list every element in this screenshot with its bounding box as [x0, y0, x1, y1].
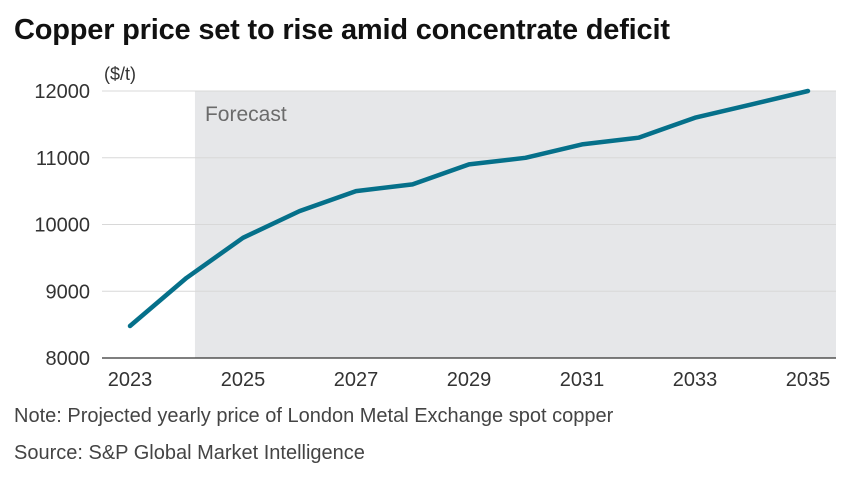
forecast-label: Forecast	[205, 103, 287, 126]
y-tick-label: 9000	[46, 281, 91, 303]
x-tick-label: 2035	[786, 369, 831, 391]
x-tick-label: 2033	[673, 369, 718, 391]
series-line	[127, 88, 811, 329]
y-axis-ticks: 8000 9000 10000 11000 12000	[34, 81, 90, 370]
x-tick-label: 2031	[560, 369, 605, 391]
x-axis-ticks: 2023 2025 2027 2029 2031 2033 2035	[108, 369, 831, 391]
chart-source: Source: S&P Global Market Intelligence	[14, 442, 365, 464]
x-tick-label: 2027	[334, 369, 379, 391]
chart-title: Copper price set to rise amid concentrat…	[14, 14, 670, 46]
y-tick-label: 11000	[36, 148, 90, 170]
chart-note: Note: Projected yearly price of London M…	[14, 405, 614, 427]
x-tick-label: 2029	[447, 369, 492, 391]
y-tick-label: 12000	[34, 81, 90, 103]
y-axis-unit: ($/t)	[104, 64, 136, 84]
x-tick-label: 2023	[108, 369, 153, 391]
y-tick-label: 8000	[46, 348, 91, 370]
y-tick-label: 10000	[34, 215, 90, 237]
x-tick-label: 2025	[221, 369, 266, 391]
gridlines	[102, 90, 836, 292]
